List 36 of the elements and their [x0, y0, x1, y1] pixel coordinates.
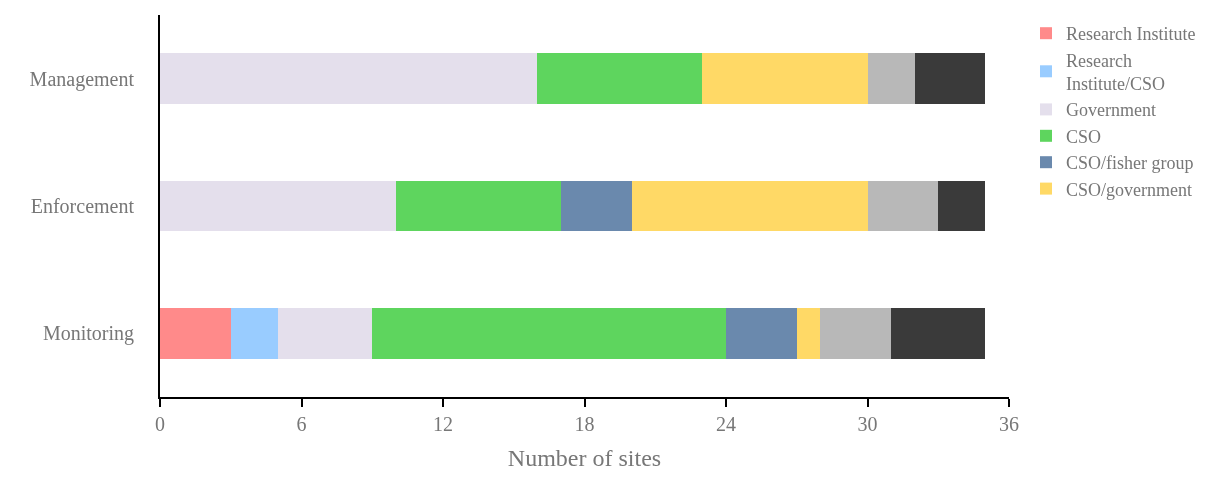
- bar: [938, 180, 986, 232]
- x-tick-label: 30: [857, 413, 878, 435]
- x-axis-title: Number of sites: [507, 444, 662, 471]
- bar: [160, 307, 231, 359]
- legend-label: CSO/government: [1065, 179, 1192, 200]
- legend-label: Government: [1065, 100, 1156, 121]
- bar: [160, 53, 538, 105]
- bar: [867, 53, 915, 105]
- x-tick-label: 18: [574, 413, 595, 435]
- legend-label: Research Institute: [1065, 24, 1196, 45]
- bar: [914, 53, 986, 105]
- legend-label: CSO: [1065, 126, 1101, 147]
- bar: [537, 53, 703, 105]
- legend-label: Research Institute/CSO: [1065, 50, 1165, 95]
- y-tick-label: Monitoring: [42, 322, 134, 346]
- bar: [702, 53, 868, 105]
- bar: [867, 180, 939, 232]
- bar: [395, 180, 561, 232]
- bar: [631, 180, 868, 232]
- y-tick-label: Enforcement: [30, 195, 135, 217]
- bar: [277, 307, 373, 359]
- bar: [726, 307, 797, 359]
- bar: [372, 307, 726, 359]
- bar: [230, 307, 278, 359]
- legend-label: CSO/fisher group: [1065, 153, 1194, 174]
- bar: [820, 307, 892, 359]
- bar: [560, 180, 632, 232]
- x-tick-label: 24: [716, 413, 736, 435]
- x-tick-label: 6: [296, 413, 307, 435]
- bar: [796, 307, 821, 359]
- y-tick-label: Management: [29, 67, 135, 91]
- x-tick-label: 36: [999, 413, 1019, 435]
- bar: [891, 307, 986, 359]
- x-tick-label: 12: [433, 413, 453, 435]
- bar: [160, 180, 396, 232]
- x-tick-label: 0: [155, 413, 165, 435]
